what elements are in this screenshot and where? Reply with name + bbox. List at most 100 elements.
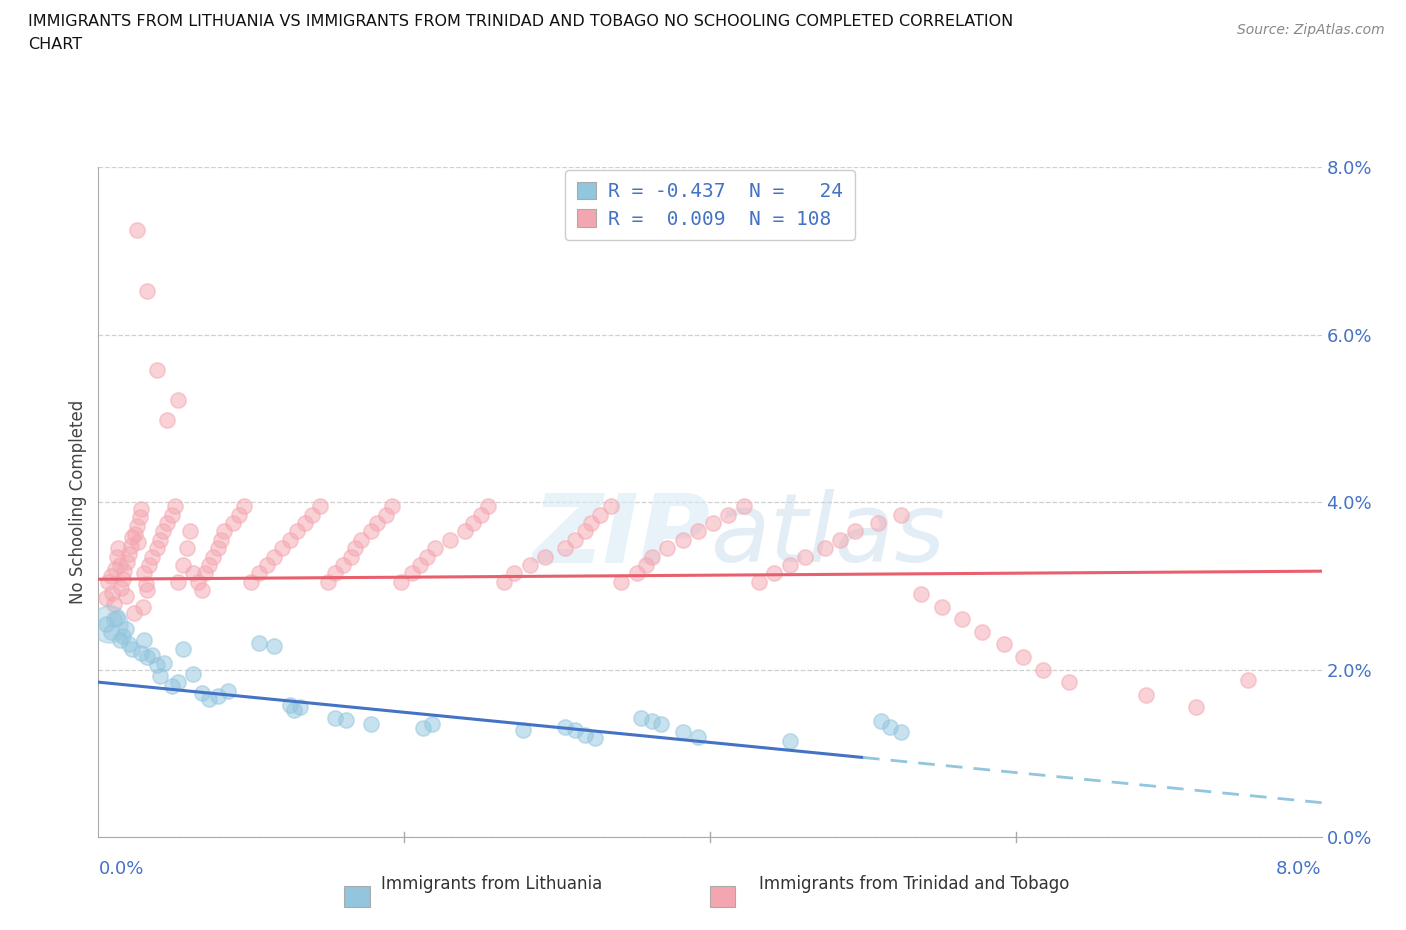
Point xyxy=(534,549,557,564)
Point xyxy=(191,685,214,700)
Point xyxy=(167,575,190,590)
Point xyxy=(993,637,1015,652)
Point xyxy=(1032,662,1054,677)
Point xyxy=(512,723,534,737)
Point xyxy=(1185,700,1208,715)
Point xyxy=(412,721,434,736)
Point xyxy=(100,568,122,583)
Point xyxy=(136,650,159,665)
Text: 0.0%: 0.0% xyxy=(98,860,143,878)
Point xyxy=(111,629,134,644)
Point xyxy=(470,508,492,523)
Point xyxy=(477,499,499,514)
Point xyxy=(879,719,901,734)
Point xyxy=(278,533,301,548)
Point xyxy=(492,575,515,590)
Point xyxy=(910,587,932,602)
Point xyxy=(194,565,217,580)
Point xyxy=(128,510,150,525)
Point xyxy=(141,549,163,564)
Point xyxy=(181,667,204,682)
Point xyxy=(626,565,648,580)
Point xyxy=(579,516,602,531)
Point xyxy=(263,639,285,654)
Point xyxy=(134,565,156,580)
Point xyxy=(360,717,382,732)
Point xyxy=(145,363,167,378)
Point xyxy=(278,698,301,712)
Point xyxy=(118,547,141,562)
Point xyxy=(197,558,219,573)
Point xyxy=(325,565,347,580)
Point xyxy=(212,525,235,539)
Point xyxy=(350,533,373,548)
Point xyxy=(172,642,194,657)
Point xyxy=(145,541,167,556)
Point xyxy=(599,499,621,514)
Point xyxy=(374,508,396,523)
Point xyxy=(779,733,801,748)
Point xyxy=(650,717,672,732)
Point xyxy=(118,637,141,652)
Point xyxy=(209,533,232,548)
Point xyxy=(105,610,128,625)
Text: ZIP: ZIP xyxy=(531,489,710,582)
Text: CHART: CHART xyxy=(28,37,82,52)
Point xyxy=(108,558,131,573)
Point xyxy=(129,645,152,660)
Point xyxy=(339,549,361,564)
Y-axis label: No Schooling Completed: No Schooling Completed xyxy=(69,400,87,604)
Point xyxy=(574,727,596,742)
Point xyxy=(163,499,186,514)
Point xyxy=(332,558,354,573)
Point xyxy=(115,589,138,604)
Point xyxy=(181,565,204,580)
Point xyxy=(228,508,250,523)
Point xyxy=(256,558,278,573)
Point xyxy=(671,725,693,740)
Point xyxy=(360,525,382,539)
Point xyxy=(366,516,388,531)
Point xyxy=(294,516,316,531)
Point xyxy=(111,572,134,587)
Point xyxy=(1135,687,1157,702)
Point xyxy=(641,714,664,729)
Point xyxy=(105,549,128,564)
Point xyxy=(121,530,143,545)
Point xyxy=(420,717,443,732)
Point xyxy=(97,575,120,590)
Point xyxy=(202,549,225,564)
Point xyxy=(120,538,142,553)
Point xyxy=(103,597,125,612)
Point xyxy=(104,562,127,577)
Point xyxy=(145,658,167,673)
Point xyxy=(290,700,312,715)
Point xyxy=(125,518,148,533)
Point xyxy=(717,508,740,523)
Point xyxy=(167,675,190,690)
Point xyxy=(222,516,245,531)
Point xyxy=(461,516,484,531)
Point xyxy=(138,558,160,573)
Point xyxy=(1059,675,1081,690)
Point xyxy=(316,575,339,590)
Point xyxy=(844,525,866,539)
Point xyxy=(134,633,156,648)
Point xyxy=(187,575,209,590)
Point xyxy=(149,533,172,548)
Point xyxy=(554,541,576,556)
Point xyxy=(197,692,219,707)
Point xyxy=(115,622,138,637)
Point xyxy=(217,684,239,698)
Point xyxy=(814,541,837,556)
Point xyxy=(156,516,179,531)
Point xyxy=(972,625,994,640)
Point xyxy=(389,575,412,590)
Point xyxy=(454,525,477,539)
Point xyxy=(686,729,709,744)
Point xyxy=(763,565,786,580)
Point xyxy=(564,533,586,548)
Point xyxy=(671,533,693,548)
Point xyxy=(179,525,201,539)
Point xyxy=(589,508,612,523)
